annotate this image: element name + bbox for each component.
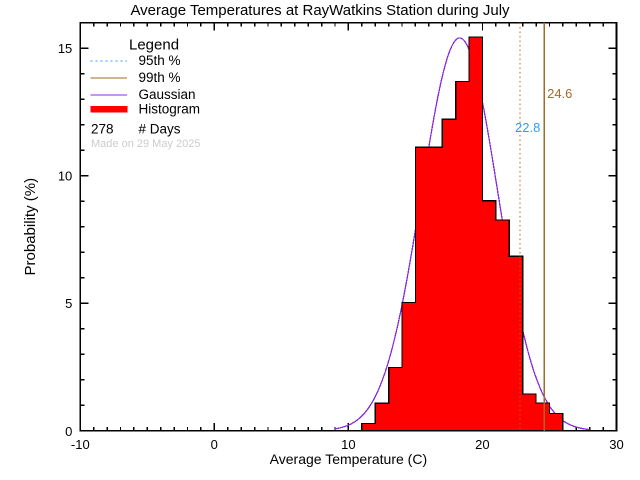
svg-text:Legend: Legend [129,37,179,54]
svg-text:95th %: 95th % [139,53,181,68]
svg-text:Made on 29 May 2025: Made on 29 May 2025 [91,138,200,150]
svg-text:10: 10 [341,437,355,452]
svg-text:5: 5 [65,296,72,311]
svg-text:30: 30 [609,437,623,452]
svg-text:20: 20 [475,437,489,452]
svg-text:0: 0 [211,437,218,452]
svg-text:24.6: 24.6 [547,86,572,101]
svg-text:Average Temperature (C): Average Temperature (C) [270,451,427,467]
svg-text:10: 10 [58,169,72,184]
svg-text:278: 278 [91,122,114,137]
svg-text:15: 15 [58,41,72,56]
svg-text:Histogram: Histogram [139,102,201,117]
svg-text:22.8: 22.8 [515,120,540,135]
svg-text:Gaussian: Gaussian [139,87,196,102]
svg-text:Probability (%): Probability (%) [22,178,39,276]
svg-text:99th %: 99th % [139,70,181,85]
svg-text:-10: -10 [71,437,90,452]
svg-text:Average Temperatures at RayWat: Average Temperatures at RayWatkins Stati… [130,2,510,19]
svg-text:# Days: # Days [139,122,181,137]
